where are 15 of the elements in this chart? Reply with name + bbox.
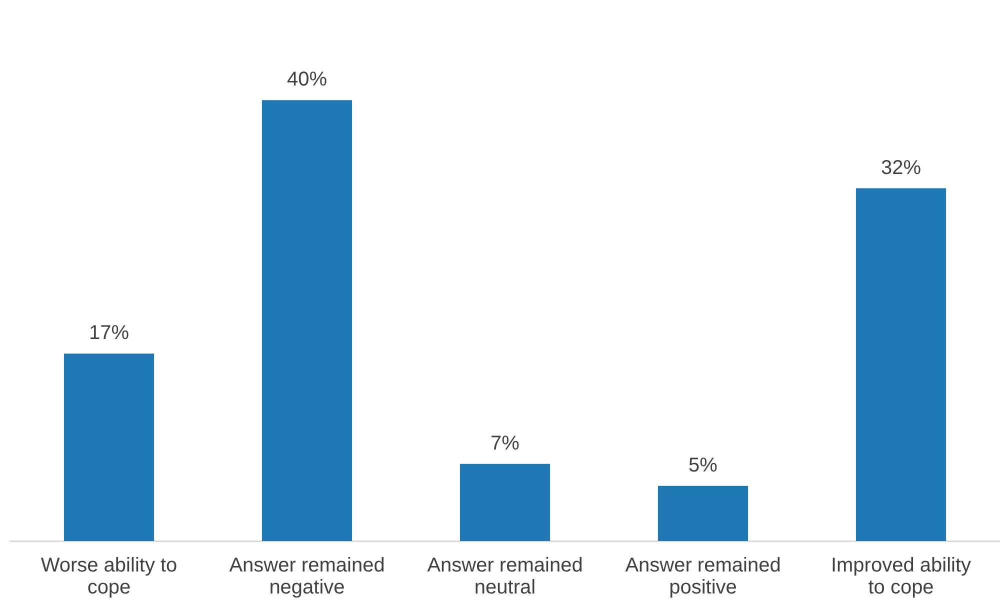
x-tick-label: Answer remained negative: [229, 554, 385, 599]
bar: [856, 188, 946, 541]
bar: [64, 354, 154, 541]
data-label: 5%: [688, 454, 718, 476]
bar: [658, 486, 748, 541]
data-label: 32%: [880, 156, 922, 179]
x-tick-label: Answer remained positive: [625, 554, 781, 599]
data-label: 17%: [88, 322, 130, 344]
data-label: 40%: [286, 68, 328, 91]
bar: [460, 464, 550, 541]
x-tick-label: Improved ability to cope: [830, 554, 972, 599]
data-label: 7%: [490, 432, 520, 454]
x-tick-label: Worse ability to cope: [40, 554, 178, 599]
x-tick-label: Answer remained neutral: [427, 554, 583, 599]
bar: [262, 100, 352, 541]
